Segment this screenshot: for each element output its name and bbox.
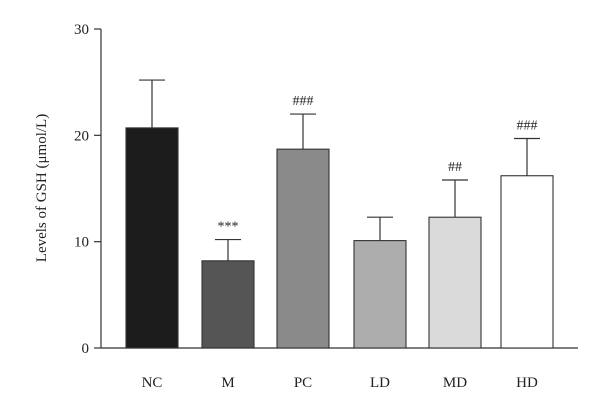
x-tick-label: HD [516,375,538,391]
x-tick-label: M [221,375,234,391]
y-tick-label: 10 [74,235,89,251]
significance-label: ### [293,94,314,109]
bar-nc [125,127,179,349]
bar-ld [353,240,407,349]
y-axis: 0 10 20 30 [74,22,102,357]
bar-hd [500,175,554,349]
error-bars [139,79,540,261]
x-axis: NC M PC LD MD HD [101,347,578,391]
x-tick-label: NC [142,375,163,391]
x-tick-label: LD [370,375,390,391]
y-tick-label: 30 [74,22,89,38]
significance-label: *** [218,220,239,235]
significance-label: ## [448,160,462,175]
significance-labels: ***######## [218,94,538,234]
bars [125,127,554,349]
bar-pc [276,148,330,349]
bar-m [201,260,255,349]
y-axis-title: Levels of GSH (μmol/L) [34,114,50,262]
x-tick-label: PC [294,375,312,391]
significance-label: ### [517,119,538,134]
x-tick-label: MD [443,375,467,391]
y-tick-label: 20 [74,128,89,144]
y-tick-label: 0 [82,341,90,357]
bar-md [428,216,482,349]
